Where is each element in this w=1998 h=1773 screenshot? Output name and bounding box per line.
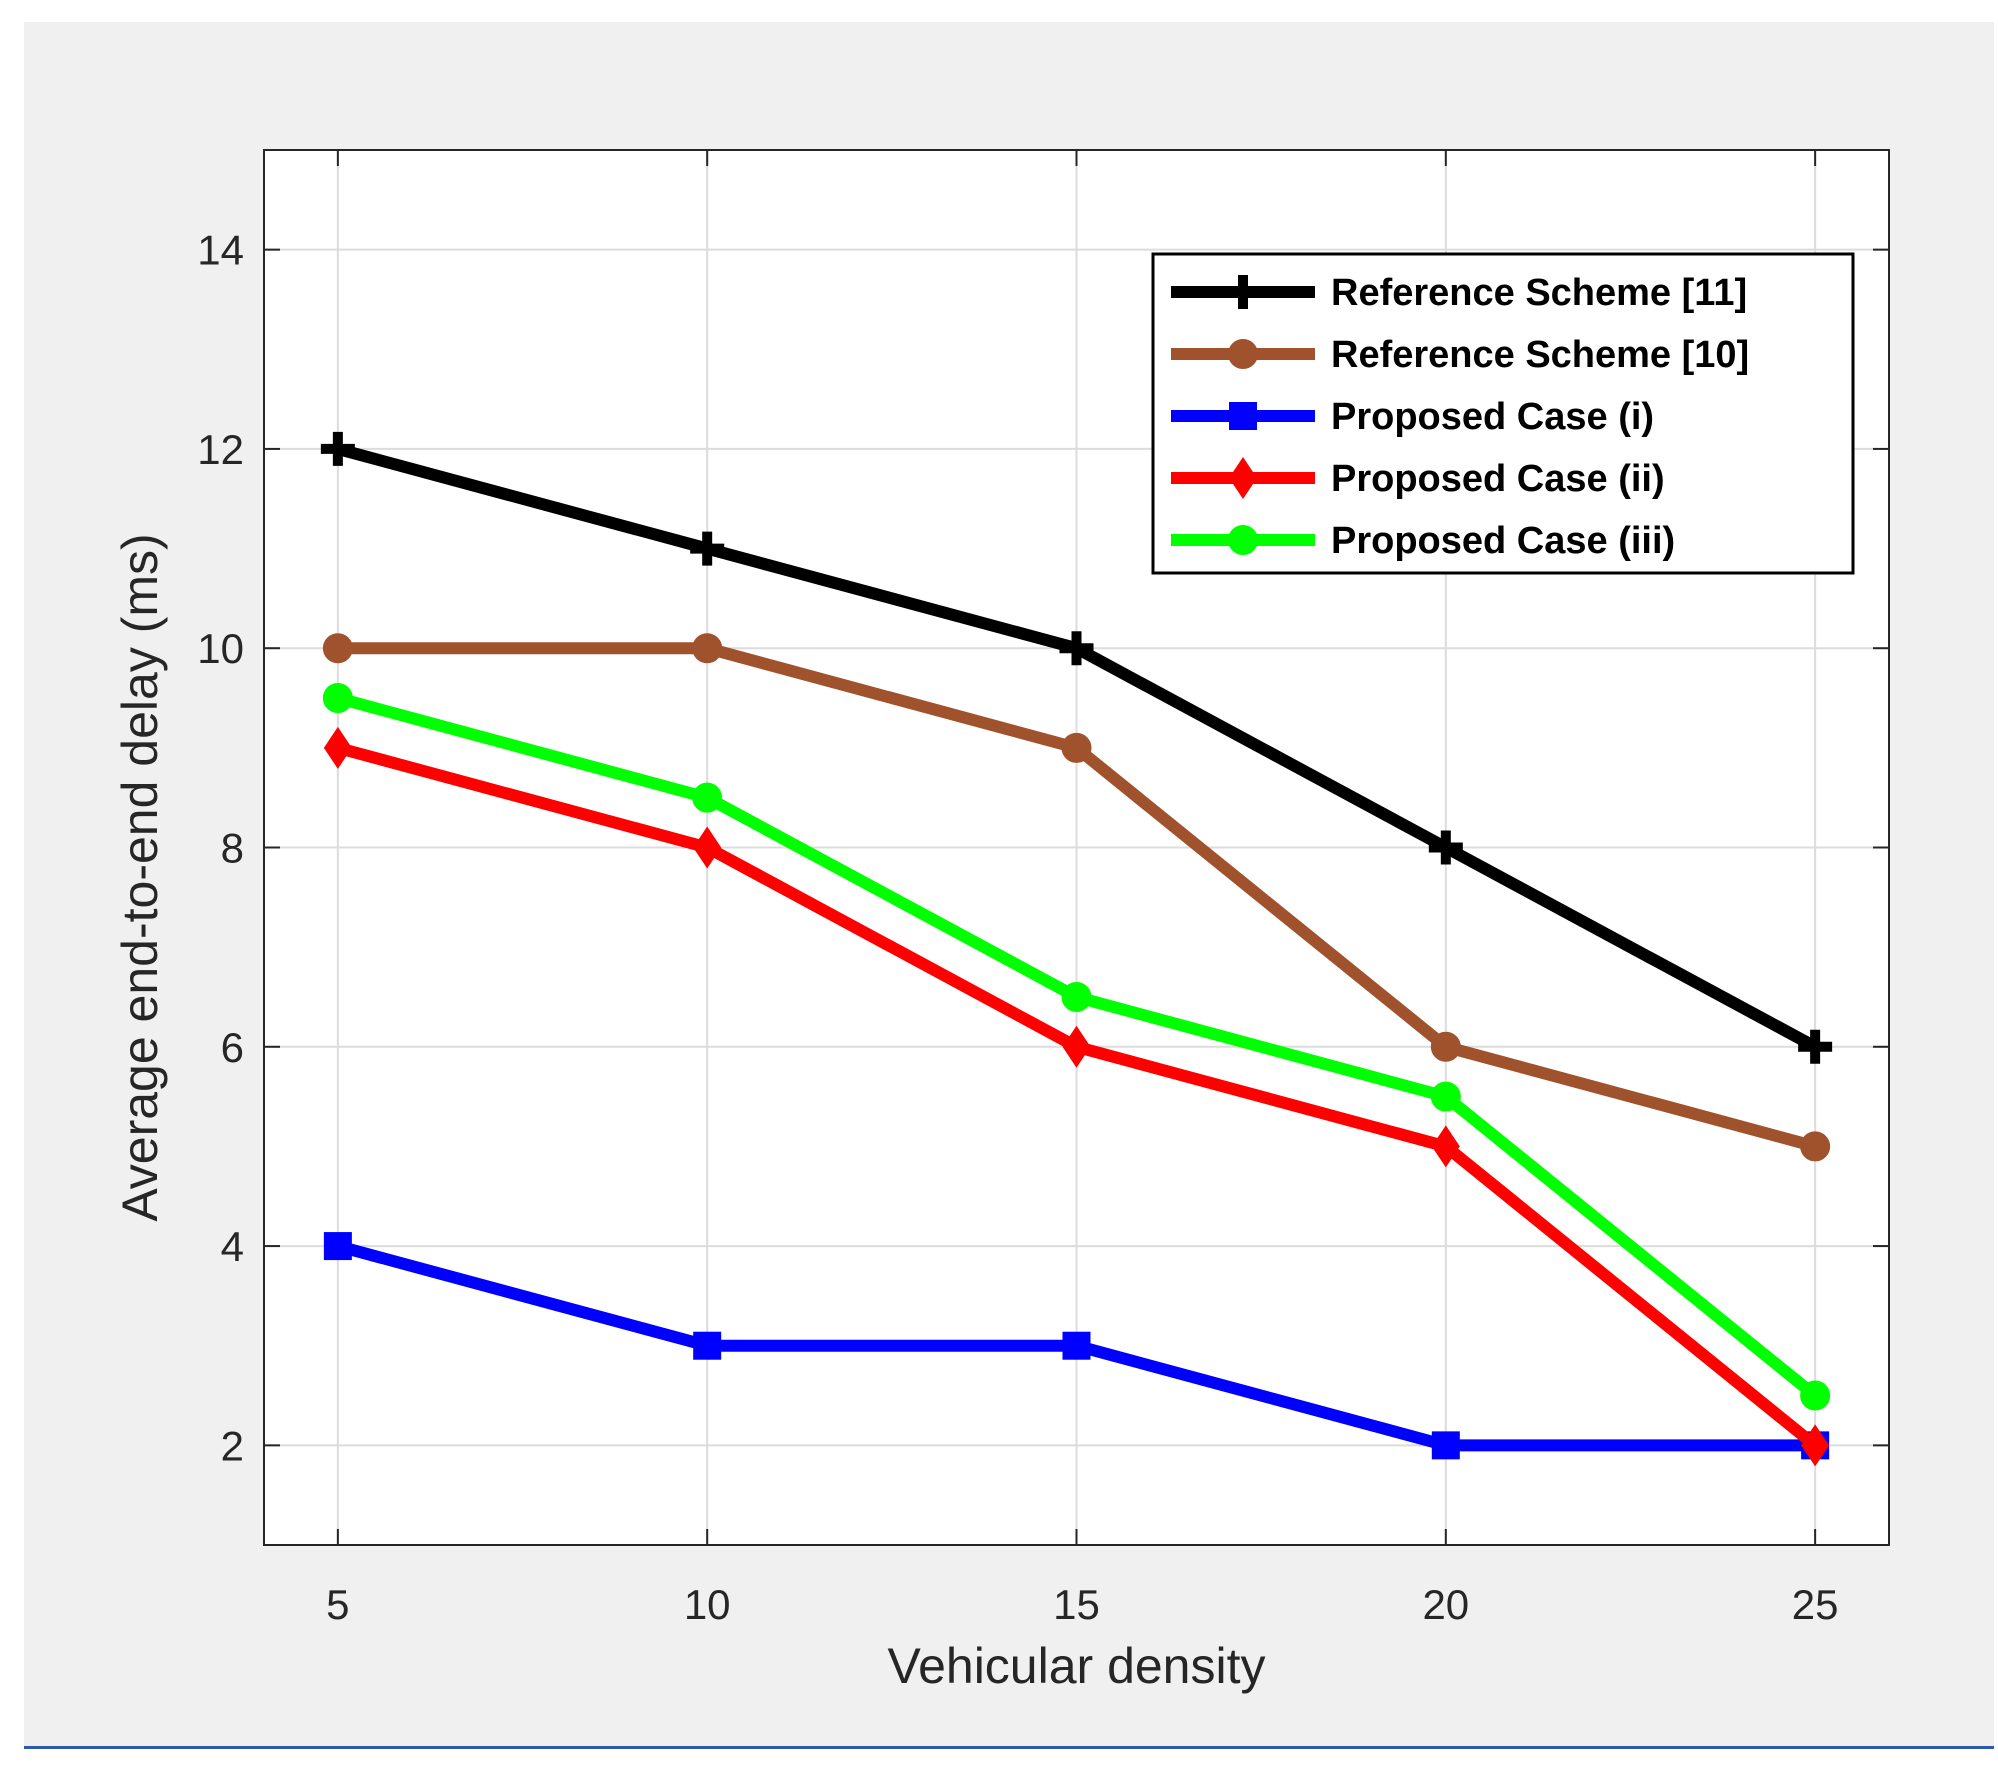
legend-item: Proposed Case (i) <box>1171 396 1654 438</box>
legend-label: Reference Scheme [11] <box>1331 272 1747 314</box>
y-tick-label: 12 <box>197 426 244 473</box>
x-axis-title: Vehicular density <box>887 1638 1265 1694</box>
data-point <box>1431 1125 1460 1168</box>
data-point <box>320 431 355 466</box>
legend-item: Reference Scheme [10] <box>1171 334 1749 376</box>
y-tick-label: 2 <box>221 1422 244 1469</box>
x-tick-label: 20 <box>1422 1581 1469 1628</box>
data-point <box>1062 1025 1091 1068</box>
data-point <box>693 1331 722 1360</box>
legend-swatch-marker <box>1228 525 1258 555</box>
legend-label: Proposed Case (iii) <box>1331 520 1675 562</box>
legend-item: Proposed Case (iii) <box>1171 520 1675 562</box>
data-point <box>1059 631 1094 666</box>
data-point <box>1798 1029 1833 1064</box>
x-tick-label: 10 <box>684 1581 731 1628</box>
data-point <box>1428 830 1463 865</box>
data-point <box>1061 732 1092 763</box>
y-tick-label: 4 <box>221 1223 244 1270</box>
data-point <box>693 826 722 869</box>
legend-swatch-marker <box>1229 402 1257 430</box>
data-point <box>692 782 723 813</box>
data-point <box>1431 1431 1460 1460</box>
legend: Reference Scheme [11] Reference Scheme [1… <box>1151 252 1855 575</box>
data-point <box>322 683 353 714</box>
series-5 <box>322 683 1831 1411</box>
legend-swatch-marker <box>1228 339 1258 369</box>
legend-item: Reference Scheme [11] <box>1171 272 1747 314</box>
y-tick-label: 10 <box>197 625 244 672</box>
x-tick-label: 25 <box>1792 1581 1839 1628</box>
window-bottom-border <box>24 1746 1994 1749</box>
data-point <box>1430 1081 1461 1112</box>
data-point <box>323 1232 352 1261</box>
legend-swatch-marker <box>1229 457 1257 499</box>
legend-item: Proposed Case (ii) <box>1171 457 1665 500</box>
x-tick-label: 15 <box>1053 1581 1100 1628</box>
data-point <box>322 633 353 664</box>
y-tick-label: 14 <box>197 227 244 274</box>
legend-label: Proposed Case (ii) <box>1331 458 1665 500</box>
data-point <box>690 531 725 566</box>
data-point <box>1430 1031 1461 1062</box>
data-point <box>1800 1131 1831 1162</box>
data-point <box>1062 1331 1091 1360</box>
legend-label: Proposed Case (i) <box>1331 396 1654 438</box>
data-point <box>323 726 352 769</box>
series-3 <box>323 1232 1830 1460</box>
legend-swatch-marker <box>1226 275 1260 309</box>
data-point <box>692 633 723 664</box>
series-1 <box>320 431 1833 1064</box>
y-tick-label: 6 <box>221 1024 244 1071</box>
data-point <box>1061 981 1092 1012</box>
data-point <box>1800 1380 1831 1411</box>
x-tick-label: 5 <box>326 1581 349 1628</box>
series-2 <box>322 633 1831 1162</box>
legend-label: Reference Scheme [10] <box>1331 334 1749 376</box>
series-4 <box>323 726 1830 1467</box>
axis-ticks: 5 10 15 20 25 2 4 6 8 10 12 14 <box>197 150 1889 1628</box>
data-point <box>1801 1424 1830 1467</box>
y-axis-title: Average end-to-end delay (ms) <box>112 533 168 1221</box>
series-layer <box>320 431 1833 1467</box>
y-tick-label: 8 <box>221 825 244 872</box>
